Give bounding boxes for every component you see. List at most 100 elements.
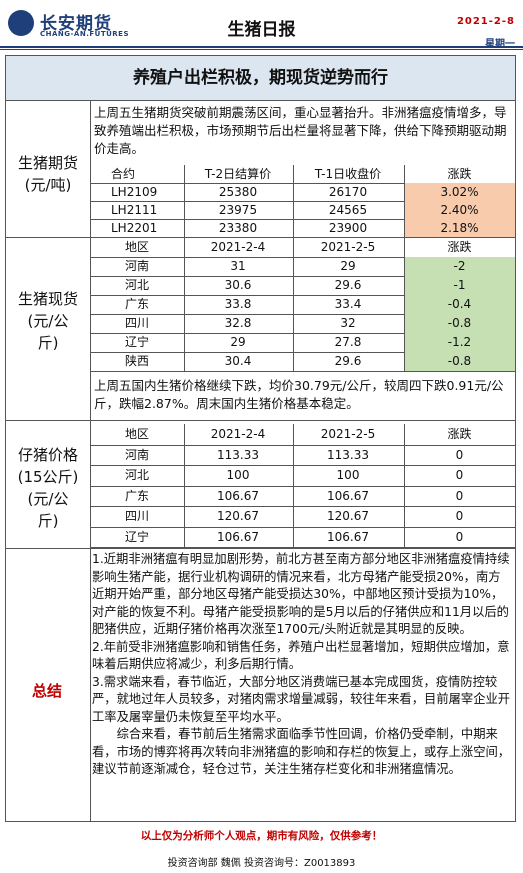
advisor-info: 投资咨询部 魏佩 投资咨询号：Z0013893	[167, 858, 356, 869]
table-cell: 32.8	[224, 316, 252, 330]
table-column-rule	[184, 238, 185, 371]
table-cell: 30.4	[224, 354, 252, 368]
table-cell: 河南	[124, 447, 149, 462]
table-column-rule	[293, 238, 294, 371]
table-cell: 0	[455, 529, 464, 544]
table-cell: 0	[455, 468, 464, 482]
table-rule	[91, 465, 515, 466]
futures-commentary: 上周五生猪期货突破前期震荡区间，重心显著抬升。非洲猪瘟疫情增多，导致养殖端出栏积…	[94, 105, 507, 156]
table-cell: 33.8	[224, 297, 252, 311]
table-cell: 33.4	[334, 297, 362, 311]
company-name-en: CHANG-AN.FUTURES	[40, 30, 129, 38]
table-header-cell: 2021-2-4	[210, 240, 266, 254]
table-rule	[91, 219, 515, 220]
table-cell: 0	[455, 488, 464, 503]
table-cell: 32	[340, 316, 356, 330]
table-cell: 24565	[328, 203, 368, 217]
header-divider	[0, 46, 523, 48]
report-title: 生猪日报	[227, 20, 296, 40]
table-header-cell: 合约	[111, 167, 136, 181]
table-rule	[91, 183, 515, 184]
table-column-rule	[404, 165, 405, 237]
table-cell: 广东	[124, 488, 149, 503]
table-column-rule	[404, 238, 405, 371]
table-cell: LH2109	[111, 185, 158, 199]
table-rule	[91, 257, 515, 258]
table-cell: -0.4	[404, 295, 515, 314]
table-cell: -0.8	[404, 352, 515, 371]
table-cell: 23900	[328, 221, 368, 235]
table-rule	[91, 485, 515, 487]
table-header-cell: T-2日结算价	[204, 167, 272, 181]
table-column-rule	[184, 165, 185, 237]
table-column-rule	[293, 165, 294, 237]
table-cell: 25380	[218, 185, 258, 199]
section-divider	[6, 420, 515, 421]
company-name: 长安期货	[40, 14, 112, 34]
table-cell: 113.33	[217, 447, 259, 462]
header-divider-thin	[0, 49, 523, 50]
table-column-rule	[293, 424, 294, 547]
table-cell: 106.67	[217, 488, 259, 503]
company-logo-icon	[8, 10, 34, 36]
table-column-rule	[404, 424, 405, 547]
table-cell: 河北	[124, 468, 149, 482]
section-divider	[6, 548, 515, 549]
table-cell: 113.33	[327, 447, 369, 462]
headline-banner: 养殖户出栏积极，期现货逆势而行	[6, 56, 515, 100]
table-header-cell: 涨跌	[447, 240, 472, 254]
table-cell: 29.6	[334, 278, 362, 292]
table-header-cell: 2021-2-5	[320, 427, 376, 441]
table-cell: -0.8	[404, 314, 515, 333]
table-header-cell: 涨跌	[447, 427, 472, 441]
table-cell: 河南	[124, 259, 149, 273]
table-rule	[91, 547, 515, 548]
summary-text: 1.近期非洲猪瘟有明显加剧形势，前北方甚至南方部分地区非洲猪瘟疫情持续影响生猪产…	[92, 551, 512, 779]
divider	[6, 100, 515, 101]
table-cell: 陕西	[124, 354, 149, 368]
piglet-label: 仔猪价格 (15公斤) (元/公 斤)	[17, 446, 79, 530]
table-cell: 23380	[218, 221, 258, 235]
table-column-rule	[184, 424, 185, 547]
table-rule	[91, 333, 515, 334]
table-cell: 106.67	[217, 529, 259, 544]
table-cell: 广东	[124, 297, 149, 311]
risk-disclaimer: 以上仅为分析师个人观点，期市有风险，仅供参考！	[140, 830, 383, 842]
table-cell: -1	[404, 276, 515, 295]
table-rule	[91, 201, 515, 202]
report-weekday: 星期一	[485, 39, 515, 50]
report-frame	[5, 55, 516, 822]
table-cell: 29.6	[334, 354, 362, 368]
report-date: 2021-2-8	[456, 16, 515, 27]
table-cell: 2.40%	[404, 201, 515, 219]
table-cell: 100	[226, 468, 250, 482]
table-header-cell: T-1日收盘价	[314, 167, 382, 181]
table-cell: 四川	[124, 316, 149, 330]
table-cell: -2	[404, 257, 515, 276]
table-header-cell: 地区	[124, 240, 149, 254]
table-rule	[91, 352, 515, 353]
table-rule	[91, 526, 515, 528]
section-divider	[6, 237, 515, 238]
table-cell: 120.67	[327, 509, 369, 523]
table-cell: 辽宁	[124, 529, 149, 544]
table-cell: 23975	[218, 203, 258, 217]
table-cell: LH2111	[111, 203, 158, 217]
table-header-cell: 涨跌	[447, 167, 472, 181]
table-rule	[91, 295, 515, 296]
label-column-divider	[90, 101, 91, 821]
table-cell: 2.18%	[404, 219, 515, 237]
table-header-cell: 2021-2-4	[210, 427, 266, 441]
summary-point-1: 1.近期非洲猪瘟有明显加剧形势，前北方甚至南方部分地区非洲猪瘟疫情持续影响生猪产…	[92, 552, 510, 636]
table-cell: 0	[455, 447, 464, 462]
table-cell: 29	[230, 335, 246, 349]
spot-label: 生猪现货 (元/公 斤)	[17, 290, 78, 352]
table-cell: 辽宁	[124, 335, 149, 349]
table-cell: 27.8	[334, 335, 362, 349]
summary-conclusion: 综合来看，春节前后生猪需求面临季节性回调，价格仍受牵制，中期来看，市场的博弈将再…	[92, 727, 511, 776]
table-cell: 106.67	[327, 488, 369, 503]
table-cell: 四川	[124, 509, 149, 523]
table-cell: 106.67	[327, 529, 369, 544]
table-rule	[91, 276, 515, 277]
report-header: 长安期货 CHANG-AN.FUTURES 生猪日报 2021-2-8 星期一	[0, 0, 523, 50]
